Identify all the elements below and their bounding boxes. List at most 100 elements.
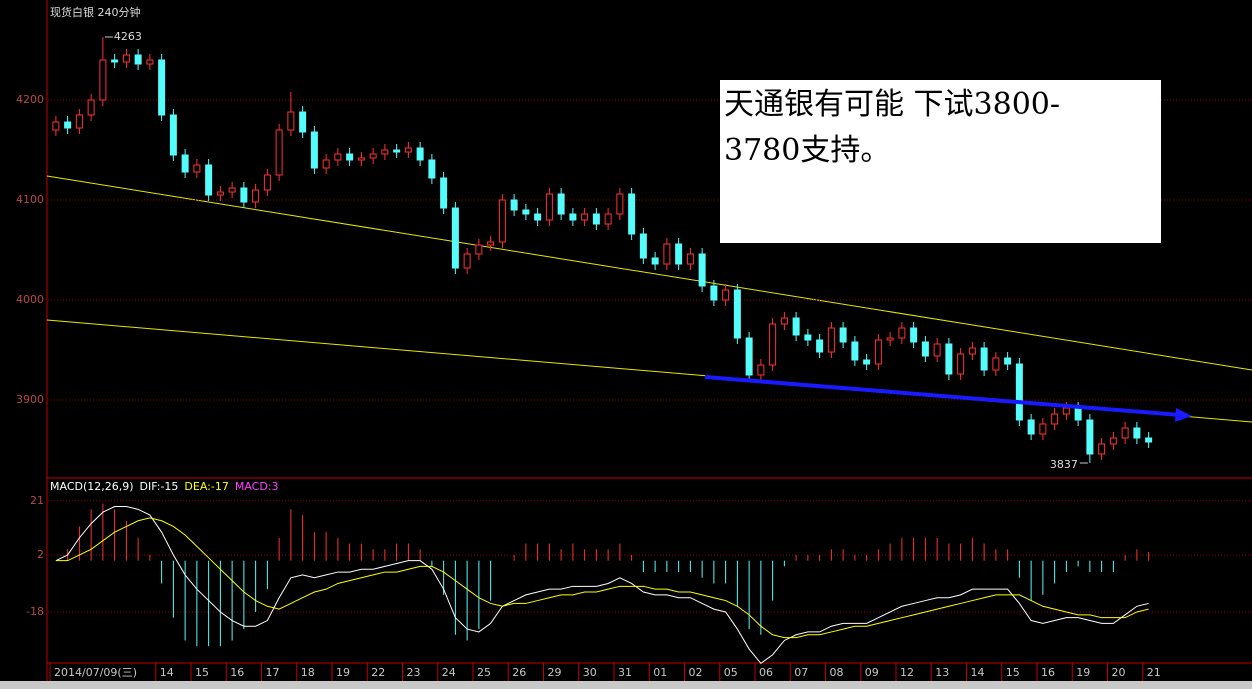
x-tick-label: 09: [865, 666, 879, 679]
candle-body: [310, 131, 318, 169]
x-tick-label: 16: [230, 666, 244, 679]
x-tick-label: 15: [195, 666, 209, 679]
candle-body: [1109, 437, 1117, 445]
macd-line: [55, 506, 1149, 664]
candle-body: [910, 327, 918, 343]
candle-body: [111, 59, 119, 63]
candle-body: [463, 253, 471, 269]
x-tick-label: 29: [548, 666, 562, 679]
candle-body: [651, 257, 659, 265]
y-tick-label: -18: [26, 605, 44, 618]
candle-body: [604, 213, 612, 225]
candle-body: [581, 213, 589, 221]
x-tick-label: 16: [1041, 666, 1055, 679]
candle-body: [745, 337, 753, 376]
candle-body: [1027, 419, 1035, 435]
x-tick-label: 24: [442, 666, 456, 679]
candle-body: [228, 187, 236, 193]
candle-body: [863, 359, 871, 365]
y-tick-label: 4100: [16, 193, 44, 206]
candle-body: [1004, 357, 1012, 365]
candle-body: [1145, 437, 1153, 443]
candle-body: [134, 54, 142, 65]
x-tick-label: 19: [336, 666, 350, 679]
candle-body: [64, 121, 72, 129]
candle-body: [487, 241, 495, 246]
candle-body: [99, 59, 107, 101]
note-line: 天通银有可能 下试3800-: [724, 87, 1060, 122]
candle-body: [1062, 407, 1070, 415]
candle-body: [52, 121, 60, 131]
x-tick-label: 06: [759, 666, 773, 679]
candle-body: [299, 111, 307, 133]
candle-body: [1039, 423, 1047, 435]
candle-body: [639, 233, 647, 259]
x-tick-label: 17: [266, 666, 280, 679]
x-tick-label: 02: [689, 666, 703, 679]
candle-body: [675, 243, 683, 265]
candle-body: [757, 364, 765, 376]
legend-entry: MACD(12,26,9): [50, 480, 134, 493]
candle-body: [169, 114, 177, 156]
x-tick-label: 14: [160, 666, 174, 679]
candle-body: [510, 199, 518, 211]
x-tick-label: 20: [1112, 666, 1126, 679]
candle-body: [616, 193, 624, 215]
y-tick-label: 4200: [16, 93, 44, 106]
candle-body: [722, 289, 730, 301]
candle-body: [205, 164, 213, 196]
candle-body: [1015, 363, 1023, 421]
legend-entry: MACD:3: [235, 480, 279, 493]
candle-body: [804, 334, 812, 341]
candle-body: [945, 343, 953, 375]
candle-body: [522, 209, 530, 215]
candle-body: [957, 353, 965, 375]
candle-body: [769, 323, 777, 366]
candle-body: [1051, 413, 1059, 425]
support-arrow: [704, 375, 1181, 417]
candle-body: [428, 159, 436, 179]
x-tick-label: 15: [1006, 666, 1020, 679]
candle-body: [357, 157, 365, 161]
candle-body: [416, 147, 424, 161]
candle-body: [663, 243, 671, 265]
candle-body: [334, 153, 342, 161]
trend-line: [46, 175, 1252, 371]
legend-entry: DEA:-17: [184, 480, 228, 493]
candle-body: [122, 54, 130, 63]
chart-title: 现货白银 240分钟: [50, 5, 141, 19]
candle-body: [933, 343, 941, 357]
legend-entry: DIF:-15: [140, 480, 179, 493]
candle-body: [451, 207, 459, 269]
candle-body: [1074, 407, 1082, 421]
candle-body: [569, 213, 577, 221]
x-tick-label: 2014/07/09(三): [54, 666, 137, 679]
candle-body: [827, 327, 835, 353]
candle-body: [1121, 427, 1129, 439]
candle-body: [181, 154, 189, 173]
candle-body: [557, 193, 565, 215]
candle-body: [792, 317, 800, 336]
candle-body: [252, 189, 260, 203]
x-tick-label: 30: [583, 666, 597, 679]
macd-line: [55, 517, 1149, 639]
candle-body: [733, 289, 741, 339]
candle-body: [534, 213, 542, 221]
x-tick-label: 25: [477, 666, 491, 679]
candle-body: [545, 193, 553, 221]
candle-body: [275, 129, 283, 176]
candle-body: [287, 111, 295, 131]
candle-body: [346, 153, 354, 161]
x-tick-label: 01: [653, 666, 667, 679]
x-tick-label: 19: [1076, 666, 1090, 679]
candle-body: [440, 177, 448, 209]
x-tick-label: 31: [618, 666, 632, 679]
plot: 3900 4000 4100 4200 4263 3837 -18 2 21 MACD(12,26…: [16, 30, 1252, 681]
note-line: 3780支持。: [724, 133, 890, 168]
max-label: 4263: [114, 30, 142, 43]
x-tick-label: 21: [1147, 666, 1161, 679]
candle-body: [1098, 443, 1106, 455]
candle-body: [393, 149, 401, 153]
arrow-head: [1175, 408, 1192, 422]
